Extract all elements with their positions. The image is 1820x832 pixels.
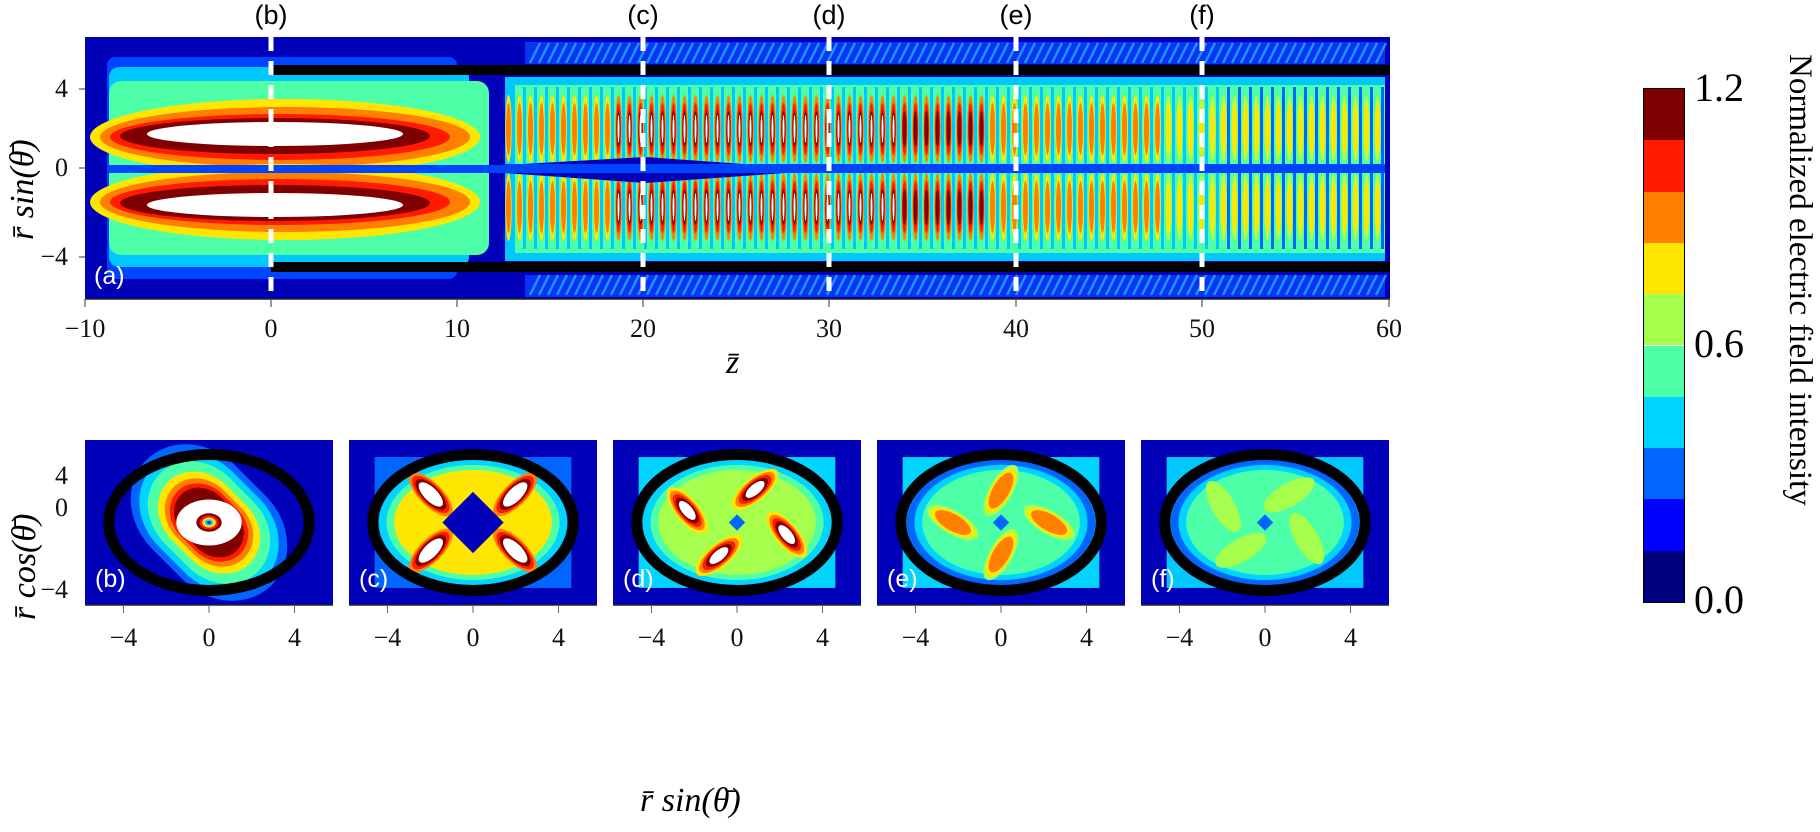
marker-f: (f): [1189, 0, 1215, 30]
bottom-xtick: −4: [373, 623, 402, 652]
bottom-xtick: 4: [288, 623, 302, 652]
cross-section-panel-c: [349, 440, 597, 613]
panel-label-d: (d): [623, 565, 654, 593]
waveguide-wall-ring: [631, 448, 843, 597]
bottom-xtick: 0: [994, 623, 1008, 652]
cross-section-panel-f: [1141, 440, 1389, 613]
waveguide-wall-ring: [1159, 448, 1371, 597]
colorbar-tick-max: 1.2: [1694, 65, 1744, 110]
bottom-xtick: −4: [901, 623, 930, 652]
colorbar-level: [1644, 191, 1684, 243]
top-xtick: 40: [1003, 314, 1029, 343]
bottom-xtick: 4: [552, 623, 566, 652]
colorbar-level: [1644, 550, 1684, 602]
colorbar-level: [1644, 448, 1684, 500]
colorbar-level: [1644, 396, 1684, 449]
fringe-band: [505, 87, 1384, 249]
bottom-xtick: 0: [1258, 623, 1272, 652]
waveguide-wall-ring: [367, 448, 579, 597]
colorbar-level: [1644, 294, 1684, 346]
panel-a-label: (a): [94, 262, 125, 290]
waveguide-wall-ring: [103, 448, 315, 597]
panel-label-f: (f): [1151, 565, 1175, 593]
top-xtick: 20: [630, 314, 656, 343]
top-xtick: 50: [1189, 314, 1215, 343]
bottom-x-axis-title: r̄ sin(θ̄): [640, 782, 741, 819]
top-xtick: 0: [264, 314, 278, 343]
bottom-xtick: 4: [1080, 623, 1094, 652]
top-x-axis-title: z̄: [726, 344, 740, 381]
top-ytick-4: 4: [55, 74, 68, 103]
bottom-xtick: −4: [109, 623, 138, 652]
cross-section-panel-b: [85, 440, 333, 613]
bottom-ytick-0: 0: [55, 493, 68, 522]
colorbar-level: [1644, 89, 1684, 141]
top-xtick: 60: [1376, 314, 1402, 343]
top-xtick: 30: [816, 314, 842, 343]
bottom-ytick-neg4: −4: [40, 575, 68, 604]
top-ytick-0: 0: [55, 153, 68, 182]
colorbar: [1643, 88, 1685, 603]
top-ytick-neg4: −4: [40, 242, 68, 271]
bottom-xtick: 0: [202, 623, 216, 652]
marker-d: (d): [812, 0, 846, 30]
top-y-axis-title: r̄ sin(θ̄): [4, 139, 41, 240]
bottom-xtick: 0: [730, 623, 744, 652]
waveguide-wall-ring: [895, 448, 1107, 597]
bottom-xtick: 4: [816, 623, 830, 652]
colorbar-title: Normalized electric field intensity: [1782, 54, 1818, 506]
marker-e: (e): [999, 0, 1033, 30]
bottom-xtick: 0: [466, 623, 480, 652]
bottom-xtick: −4: [637, 623, 666, 652]
colorbar-level: [1644, 345, 1684, 397]
top-xtick: 10: [444, 314, 470, 343]
bottom-y-axis-title: r̄ cos(θ̄): [6, 513, 43, 620]
bottom-xtick: 4: [1344, 623, 1358, 652]
colorbar-level: [1644, 499, 1684, 551]
bottom-ytick-4: 4: [55, 461, 68, 490]
panel-label-c: (c): [359, 565, 389, 593]
colorbar-level: [1644, 242, 1684, 295]
bottom-xtick: −4: [1165, 623, 1194, 652]
cross-section-panel-d: [613, 440, 861, 613]
top-heatmap-panel: [79, 37, 1390, 307]
marker-c: (c): [627, 0, 659, 30]
colorbar-level: [1644, 140, 1684, 192]
cross-section-panel-e: [877, 440, 1125, 613]
marker-b: (b): [254, 0, 288, 30]
panel-label-e: (e): [887, 565, 918, 593]
top-xtick: −10: [64, 314, 106, 343]
colorbar-tick-min: 0.0: [1694, 577, 1744, 622]
colorbar-tick-mid: 0.6: [1694, 321, 1744, 366]
panel-label-b: (b): [95, 565, 126, 593]
